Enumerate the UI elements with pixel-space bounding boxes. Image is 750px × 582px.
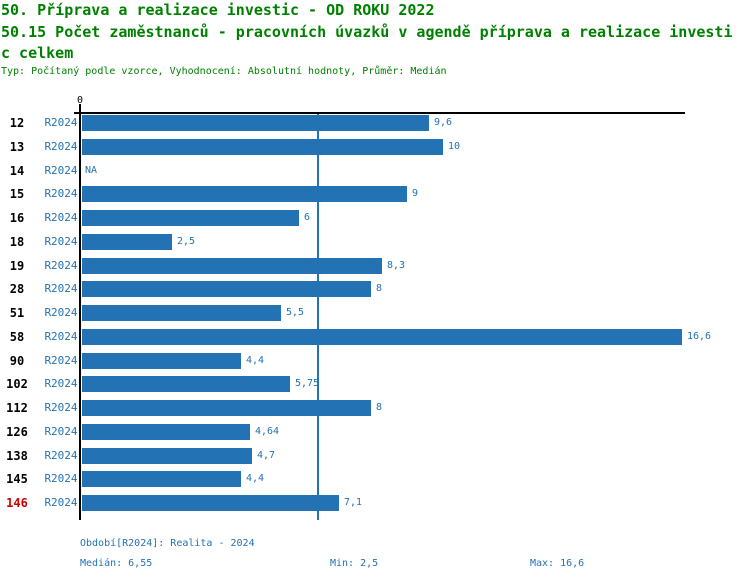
- value-label: 5,75: [295, 378, 320, 389]
- category-label: 12: [9, 116, 25, 130]
- bar: [82, 210, 299, 226]
- footer-median: Medián: 6,55: [80, 558, 153, 569]
- chart-title-line3: c celkem: [1, 44, 74, 62]
- series-label: R2024: [44, 282, 78, 295]
- series-label: R2024: [44, 354, 78, 367]
- series-label: R2024: [44, 472, 78, 485]
- series-label: R2024: [44, 496, 78, 509]
- value-label: 4,7: [257, 450, 276, 461]
- category-label: 16: [9, 211, 25, 225]
- series-label: R2024: [44, 140, 78, 153]
- bar: [82, 448, 252, 464]
- y-axis-line: [79, 104, 81, 520]
- bar: [82, 115, 429, 131]
- series-label: R2024: [44, 164, 78, 177]
- category-label: 15: [9, 187, 25, 201]
- bar: [82, 234, 172, 250]
- footer-period: Období[R2024]: Realita - 2024: [80, 538, 255, 549]
- bar: [82, 471, 241, 487]
- bar: [82, 186, 407, 202]
- value-label: 6: [304, 212, 311, 223]
- series-label: R2024: [44, 306, 78, 319]
- bar: [82, 139, 443, 155]
- category-label: 102: [6, 377, 28, 391]
- bar: [82, 353, 241, 369]
- bar: [82, 400, 371, 416]
- x-axis-zero-tick: [74, 112, 81, 114]
- category-label: 138: [6, 449, 28, 463]
- value-label: 4,64: [255, 426, 280, 437]
- x-axis-zero-tick-label: 0: [76, 95, 84, 106]
- chart-title-line1: 50. Příprava a realizace investic - OD R…: [1, 1, 435, 19]
- median-reference-line: [317, 114, 319, 520]
- value-label: 4,4: [246, 473, 265, 484]
- value-label: 5,5: [286, 307, 305, 318]
- bar: [82, 424, 250, 440]
- series-label: R2024: [44, 449, 78, 462]
- bar: [82, 495, 339, 511]
- value-label: 4,4: [246, 355, 265, 366]
- series-label: R2024: [44, 235, 78, 248]
- value-label: NA: [85, 165, 98, 176]
- category-label: 18: [9, 235, 25, 249]
- value-label: 7,1: [344, 497, 363, 508]
- bar: [82, 329, 682, 345]
- series-label: R2024: [44, 259, 78, 272]
- series-label: R2024: [44, 425, 78, 438]
- category-label: 146: [6, 496, 28, 510]
- category-label: 90: [9, 354, 25, 368]
- series-label: R2024: [44, 401, 78, 414]
- series-label: R2024: [44, 377, 78, 390]
- bar: [82, 305, 281, 321]
- value-label: 8: [376, 283, 383, 294]
- value-label: 9,6: [434, 117, 453, 128]
- category-label: 13: [9, 140, 25, 154]
- value-label: 9: [412, 188, 419, 199]
- category-label: 28: [9, 282, 25, 296]
- category-label: 126: [6, 425, 28, 439]
- value-label: 8: [376, 402, 383, 413]
- series-label: R2024: [44, 187, 78, 200]
- bar: [82, 258, 382, 274]
- footer-min: Min: 2,5: [330, 558, 379, 569]
- series-label: R2024: [44, 116, 78, 129]
- bar: [82, 376, 290, 392]
- chart-meta-line: Typ: Počítaný podle vzorce, Vyhodnocení:…: [1, 66, 447, 77]
- value-label: 16,6: [687, 331, 712, 342]
- value-label: 10: [448, 141, 461, 152]
- value-label: 8,3: [387, 260, 406, 271]
- chart-title-line2: 50.15 Počet zaměstnanců - pracovních úva…: [1, 23, 733, 41]
- category-label: 51: [9, 306, 25, 320]
- footer-max: Max: 16,6: [530, 558, 585, 569]
- value-label: 2,5: [177, 236, 196, 247]
- series-label: R2024: [44, 330, 78, 343]
- bar: [82, 281, 371, 297]
- x-axis-line: [80, 112, 685, 114]
- category-label: 58: [9, 330, 25, 344]
- category-label: 112: [6, 401, 28, 415]
- category-label: 19: [9, 259, 25, 273]
- category-label: 145: [6, 472, 28, 486]
- category-label: 14: [9, 164, 25, 178]
- series-label: R2024: [44, 211, 78, 224]
